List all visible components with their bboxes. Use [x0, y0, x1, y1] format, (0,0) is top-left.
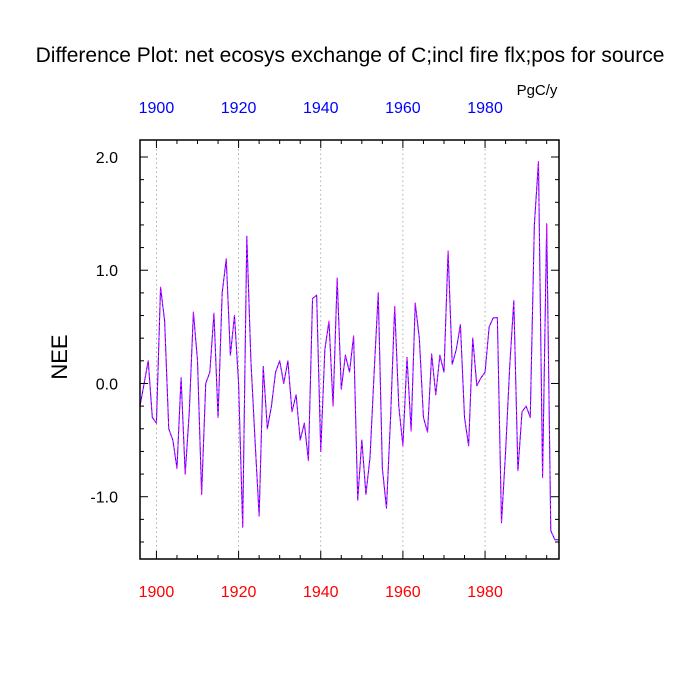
x-tick-label-bottom: 1980 [467, 584, 503, 601]
grid-lines [156, 140, 486, 559]
x-tick-label-bottom: 1920 [221, 584, 257, 601]
y-tick-label: 1.0 [96, 263, 118, 280]
y-tick-label: 0.0 [96, 376, 118, 393]
units-label: PgC/y [517, 82, 558, 99]
series-line-dashed [140, 161, 559, 541]
x-tick-label-bottom: 1900 [139, 584, 175, 601]
chart-title: Difference Plot: net ecosys exchange of … [36, 44, 665, 67]
x-tick-label-top: 1960 [385, 100, 421, 117]
x-tick-label-top: 1920 [221, 100, 257, 117]
x-tick-label-bottom: 1940 [303, 584, 339, 601]
y-tick-label: -1.0 [90, 490, 118, 507]
axis-ticks [140, 140, 559, 559]
plot-frame [139, 139, 560, 560]
x-tick-label-top: 1980 [467, 100, 503, 117]
series-layer [140, 161, 559, 541]
x-tick-label-bottom: 1960 [385, 584, 421, 601]
series-line-solid [140, 161, 559, 541]
y-tick-label: 2.0 [96, 150, 118, 167]
y-axis-label: NEE [47, 334, 72, 379]
axis-tick-labels: 1900 1900 1920 1920 1940 1940 1960 1960 1980 1980… [90, 100, 503, 601]
x-tick-label-top: 1940 [303, 100, 339, 117]
x-tick-label-top: 1900 [139, 100, 175, 117]
